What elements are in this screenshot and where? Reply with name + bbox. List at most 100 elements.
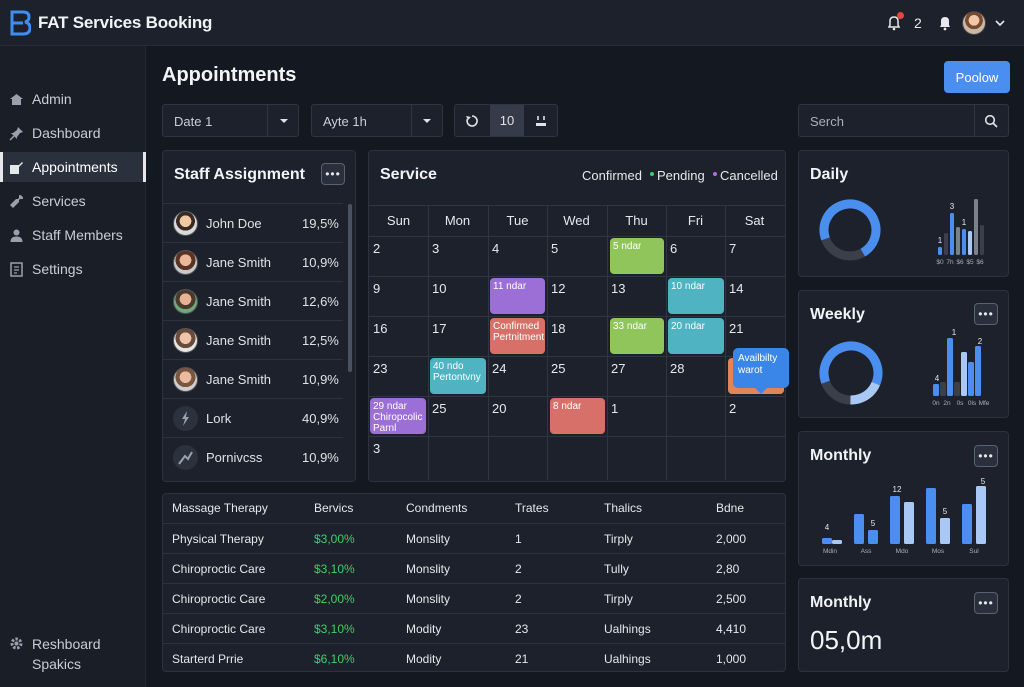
calendar-date[interactable]: 27 — [611, 361, 626, 376]
calendar-event[interactable]: 33 ndar — [610, 318, 664, 354]
notification-bell-icon[interactable] — [886, 15, 902, 31]
calendar-date[interactable]: 7 — [729, 241, 737, 256]
calendar-date[interactable]: 23 — [373, 361, 388, 376]
weekly-more-button[interactable]: ••• — [974, 303, 998, 325]
table-row[interactable]: Chiroproctic Care $3,10% Monslity 2 Tully 2,8… — [163, 553, 785, 583]
view-option-mid[interactable]: 10 — [490, 105, 524, 136]
chart-bar — [944, 233, 948, 255]
calendar-event[interactable]: 20 ndar — [668, 318, 724, 354]
staff-row[interactable]: Pornivcss 10,9% — [163, 437, 343, 476]
chart-value-label: 3 — [950, 202, 955, 211]
calendar-date[interactable]: 12 — [551, 281, 566, 296]
staff-row[interactable]: Lork 40,9% — [163, 398, 343, 437]
type-select[interactable]: Ayte 1h — [311, 104, 443, 137]
chart-bar — [926, 488, 936, 544]
calendar-event[interactable]: 40 ndo Pertontvny — [430, 358, 486, 394]
table-row[interactable]: Starterd Prrie $6,10% Modity 21 Ualhings 1,00… — [163, 643, 785, 673]
staff-row[interactable]: John Doe 19,5% — [163, 203, 343, 242]
calendar-date[interactable]: 20 — [492, 401, 507, 416]
staff-name: John Doe — [206, 216, 262, 231]
sidebar-bottom-link[interactable]: Reshboard Spakics — [9, 634, 101, 674]
legend-dot-cancelled — [713, 172, 717, 176]
calendar-date[interactable]: 2 — [373, 241, 381, 256]
calendar-day-header: Tue — [506, 213, 529, 228]
sidebar-item-admin[interactable]: Admin — [0, 84, 146, 114]
sidebar-item-settings[interactable]: Settings — [0, 254, 146, 284]
sidebar-item-dashboard[interactable]: Dashboard — [0, 118, 146, 148]
weekly-title: Weekly — [810, 306, 865, 323]
calendar-date[interactable]: 25 — [432, 401, 447, 416]
view-option-right[interactable] — [524, 105, 558, 136]
calendar-event[interactable]: 11 ndar — [490, 278, 545, 314]
calendar-date[interactable]: 24 — [492, 361, 507, 376]
table-row[interactable]: Chiroproctic Care $2,00% Monslity 2 Tirply 2,… — [163, 583, 785, 613]
chart-bar — [938, 247, 942, 255]
chart-bar — [962, 504, 972, 544]
calendar-event[interactable]: 29 ndar Chiropcolic Parnl — [370, 398, 426, 434]
table-cell: 1 — [515, 532, 522, 546]
staff-row[interactable]: Jane Smith 10,9% — [163, 242, 343, 281]
calendar-date[interactable]: 18 — [551, 321, 566, 336]
primary-action-button[interactable]: Poolow — [944, 61, 1010, 93]
calendar-date[interactable]: 5 — [551, 241, 559, 256]
calendar-date[interactable]: 3 — [373, 441, 381, 456]
legend-cancelled: Cancelled — [720, 168, 778, 183]
monthly-more-button[interactable]: ••• — [974, 445, 998, 467]
staff-name: Pornivcss — [206, 450, 263, 465]
staff-more-button[interactable]: ••• — [321, 163, 345, 185]
table-cell: 4,410 — [716, 622, 747, 636]
calendar-event[interactable]: 10 ndar — [668, 278, 724, 314]
date-select[interactable]: Date 1 — [162, 104, 299, 137]
search-field[interactable]: Serch — [798, 104, 1009, 137]
table-row[interactable]: Chiroproctic Care $3,10% Modity 23 Ualhings 4… — [163, 613, 785, 643]
staff-row[interactable]: Jane Smith 12,5% — [163, 320, 343, 359]
daily-bar-chart: 131$0 7h $6 $5 $6 — [936, 199, 984, 266]
alerts-bell-icon[interactable] — [937, 15, 953, 31]
calendar-gridline — [488, 205, 489, 480]
sidebar-item-services[interactable]: Services — [0, 186, 146, 216]
calendar-date[interactable]: 14 — [729, 281, 744, 296]
calendar-date[interactable]: 28 — [670, 361, 685, 376]
calendar-date[interactable]: 3 — [432, 241, 440, 256]
table-cell: $3,10% — [314, 622, 355, 636]
calendar-date[interactable]: 6 — [670, 241, 678, 256]
calendar-event[interactable]: 5 ndar — [610, 238, 664, 274]
staff-percentage: 12,5% — [302, 333, 339, 348]
staff-percentage: 10,9% — [302, 372, 339, 387]
staff-row[interactable]: Jane Smith 12,6% — [163, 281, 343, 320]
calendar-date[interactable]: 17 — [432, 321, 447, 336]
calendar-date[interactable]: 10 — [432, 281, 447, 296]
table-header-cell: Condments — [406, 501, 468, 515]
table-cell: Modity — [406, 622, 442, 636]
table-row[interactable]: Physical Therapy $3,00% Monslity 1 Tirply 2,0… — [163, 523, 785, 553]
calendar-date[interactable]: 21 — [729, 321, 744, 336]
calendar-gridline — [369, 316, 785, 317]
staff-panel-title: Staff Assignment — [174, 166, 305, 183]
search-icon[interactable] — [984, 114, 998, 128]
table-cell: 2,500 — [716, 592, 747, 606]
chart-value-label: 5 — [871, 519, 876, 528]
sidebar-item-appointments[interactable]: Appointments — [0, 152, 146, 182]
staff-scrollbar[interactable] — [348, 204, 352, 372]
calendar-date[interactable]: 2 — [729, 401, 737, 416]
sidebar-item-staff-members[interactable]: Staff Members — [0, 220, 146, 250]
staff-row[interactable]: Jane Smith 10,9% — [163, 359, 343, 398]
monthly-total-more-button[interactable]: ••• — [974, 592, 998, 614]
staff-percentage: 19,5% — [302, 216, 339, 231]
user-avatar[interactable] — [962, 11, 986, 35]
calendar-event[interactable]: 8 ndar — [550, 398, 605, 434]
wrench-icon — [10, 194, 23, 208]
search-input[interactable]: Serch — [810, 114, 844, 129]
calendar-date[interactable]: 9 — [373, 281, 381, 296]
chart-axis-label: Sul — [969, 548, 979, 555]
chevron-down-icon[interactable] — [995, 18, 1005, 28]
calendar-date[interactable]: 13 — [611, 281, 626, 296]
calendar-date[interactable]: 1 — [611, 401, 619, 416]
calendar-event[interactable]: Confirmed Pertnitment — [490, 318, 545, 354]
calendar-day-header: Sun — [386, 213, 411, 228]
calendar-date[interactable]: 16 — [373, 321, 388, 336]
view-option-left[interactable] — [455, 105, 489, 136]
calendar-date[interactable]: 4 — [492, 241, 500, 256]
calendar-gridline — [725, 205, 726, 480]
calendar-date[interactable]: 25 — [551, 361, 566, 376]
